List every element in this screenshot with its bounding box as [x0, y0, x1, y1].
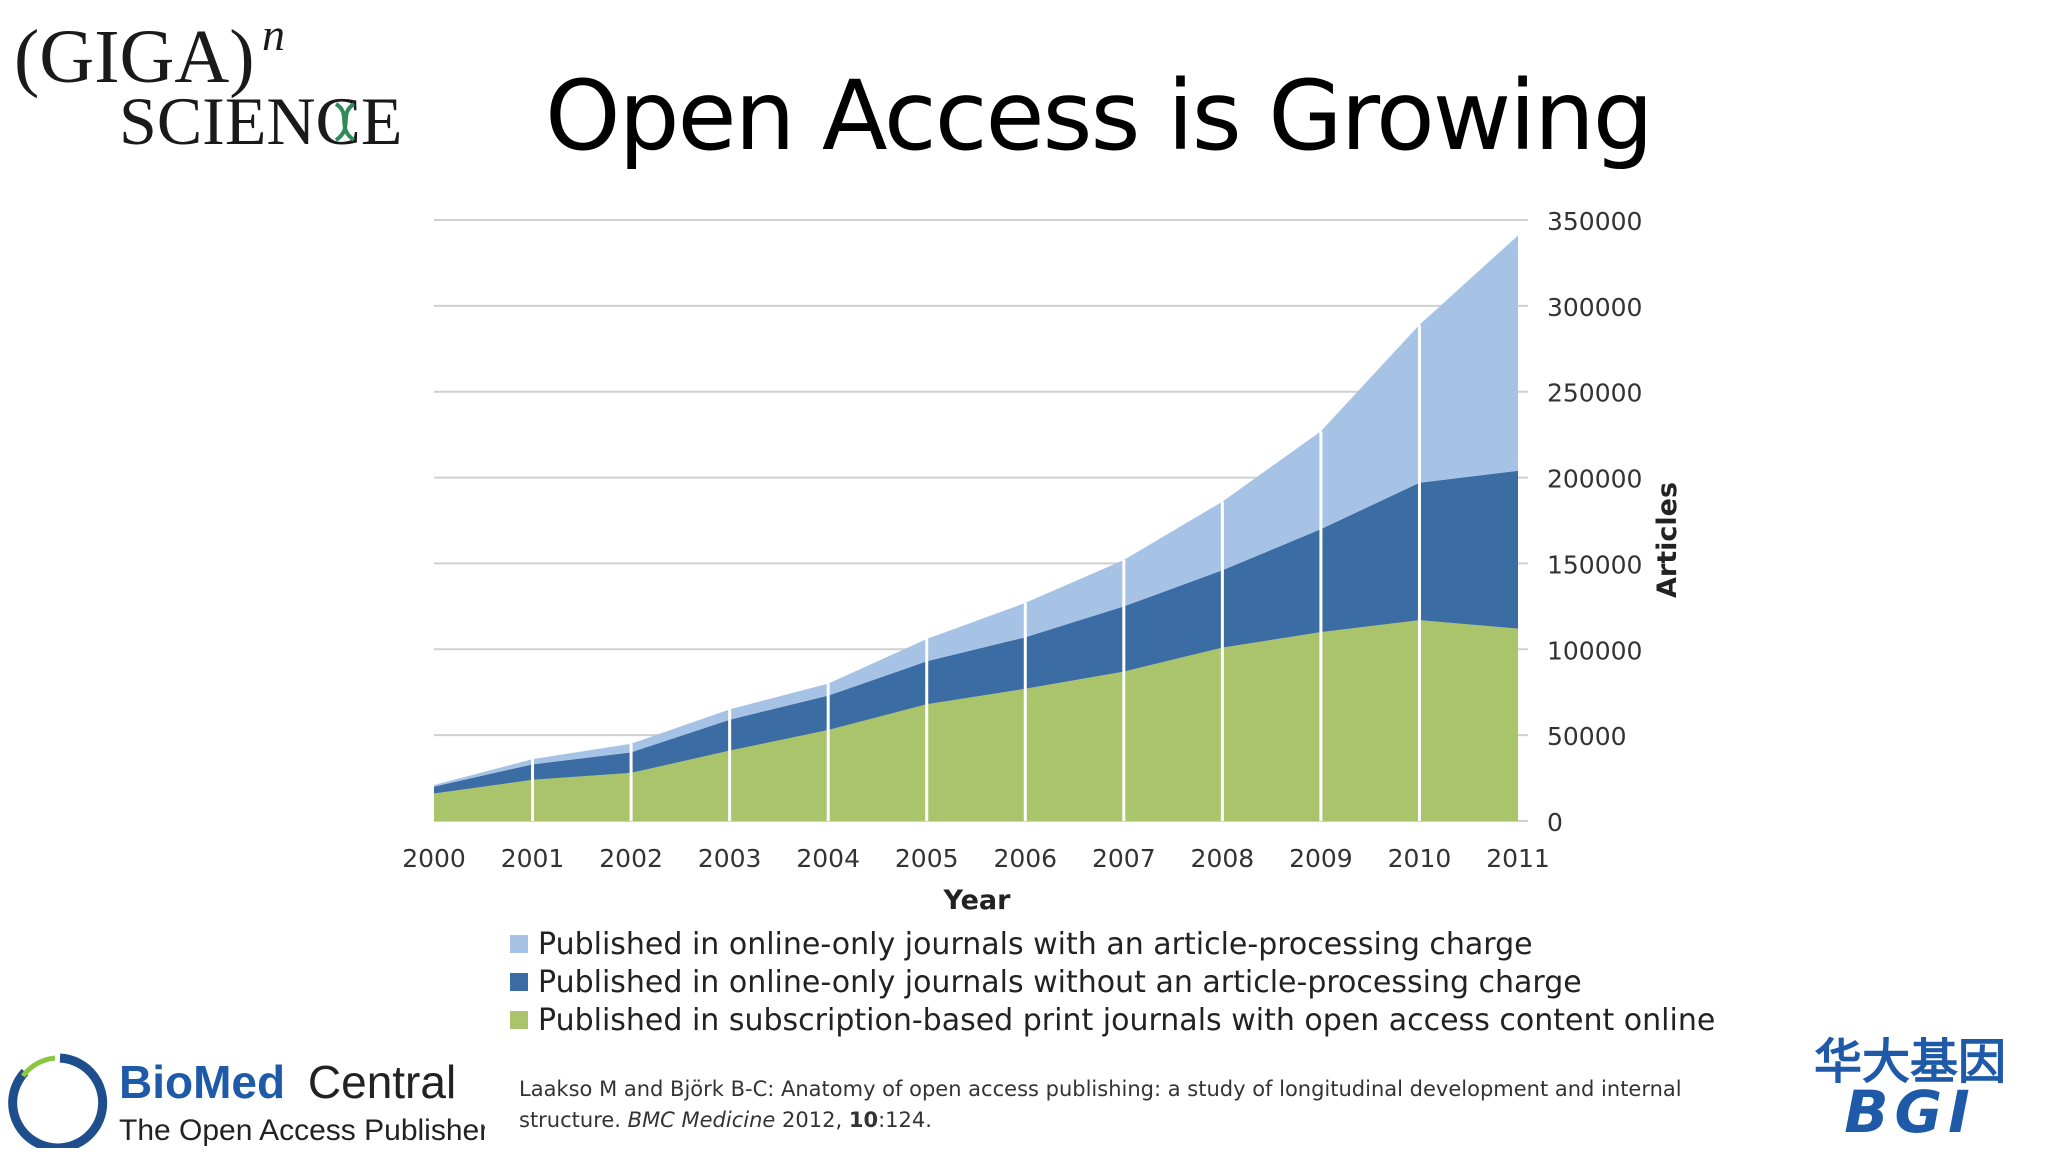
area-online-no-apc [434, 470, 1518, 794]
x-tick-label-2002: 2002 [599, 844, 663, 873]
biomed-brand-light: Central [308, 1056, 456, 1108]
citation-year: 2012, [775, 1108, 849, 1132]
citation-volume: 10 [848, 1108, 879, 1132]
area-subscription [434, 620, 1518, 821]
legend-item-subscription: Published in subscription-based print jo… [510, 1001, 1715, 1039]
legend-swatch-no-apc [510, 973, 528, 991]
x-tick-label-2000: 2000 [402, 844, 466, 873]
legend-swatch-apc [510, 935, 528, 953]
legend-item-apc: Published in online-only journals with a… [510, 925, 1715, 963]
gigascience-logo: (GIGA) n SCIENCE [14, 12, 402, 159]
bgi-logo-chinese: 华大基因 [1814, 1034, 2006, 1090]
area-online-apc [434, 235, 1518, 787]
dna-helix-icon [334, 102, 356, 142]
x-tick-label-2007: 2007 [1092, 844, 1156, 873]
citation-journal: BMC Medicine [627, 1108, 776, 1132]
y-axis-label: Articles [1652, 482, 1683, 598]
legend-item-no-apc: Published in online-only journals withou… [510, 963, 1715, 1001]
svg-text:BioMed Central: BioMed Central [119, 1056, 456, 1108]
x-tick-label-2009: 2009 [1289, 844, 1353, 873]
axis-ticks: 0 50000 100000 150000 200000 250000 300000 3500… [402, 207, 1642, 873]
x-tick-label-2008: 2008 [1191, 844, 1255, 873]
biomed-central-ring-icon [8, 1053, 108, 1148]
biomed-tagline: The Open Access Publisher [119, 1114, 485, 1147]
x-tick-label-2010: 2010 [1388, 844, 1452, 873]
x-tick-label-2011: 2011 [1486, 844, 1550, 873]
legend-label-apc: Published in online-only journals with a… [538, 926, 1533, 962]
y-tick-label-0: 0 [1547, 808, 1563, 837]
chart-areas [434, 235, 1518, 821]
x-axis-label: Year [943, 885, 1012, 916]
x-tick-label-2004: 2004 [796, 844, 860, 873]
citation: Laakso M and Björk B-C: Anatomy of open … [519, 1074, 1719, 1136]
legend-swatch-subscription [510, 1011, 528, 1029]
x-tick-label-2006: 2006 [993, 844, 1057, 873]
y-tick-label-150000: 150000 [1547, 550, 1642, 579]
y-tick-label-250000: 250000 [1547, 379, 1642, 408]
slide-title: Open Access is Growing [545, 60, 1654, 172]
x-tick-label-2001: 2001 [501, 844, 565, 873]
y-tick-label-50000: 50000 [1547, 722, 1627, 751]
x-tick-label-2003: 2003 [698, 844, 762, 873]
biomed-brand-bold: BioMed [119, 1056, 285, 1108]
legend-label-subscription: Published in subscription-based print jo… [538, 1002, 1716, 1038]
y-tick-label-100000: 100000 [1547, 636, 1642, 665]
citation-text: Laakso M and Björk B-C: Anatomy of open … [519, 1077, 1682, 1132]
y-tick-label-350000: 350000 [1547, 207, 1642, 236]
gigascience-logo-line1: (GIGA) [14, 15, 255, 99]
x-tick-label-2005: 2005 [895, 844, 959, 873]
chart-legend: Published in online-only journals with a… [510, 925, 1715, 1039]
gigascience-logo-line2: SCIENCE [119, 83, 402, 159]
biomed-central-logo: BioMed Central The Open Access Publisher [8, 1053, 485, 1148]
legend-label-no-apc: Published in online-only journals withou… [538, 964, 1582, 1000]
bgi-logo-latin: BGI [1844, 1078, 1975, 1136]
gigascience-logo-superscript: n [262, 12, 285, 60]
citation-pages: :124. [878, 1108, 932, 1132]
year-separators [531, 324, 1421, 821]
y-tick-label-300000: 300000 [1547, 293, 1642, 322]
y-tick-label-200000: 200000 [1547, 465, 1642, 494]
bgi-logo: 华大基因 BGI [1814, 1034, 2006, 1136]
